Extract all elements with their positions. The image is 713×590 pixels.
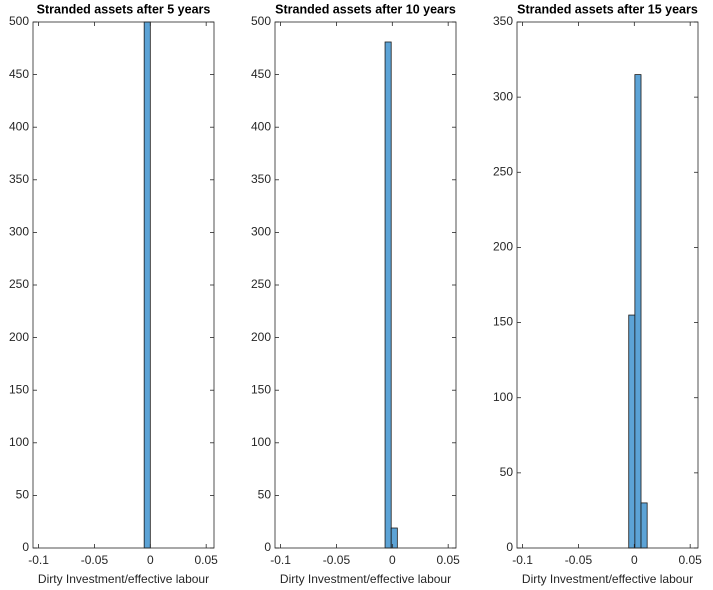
x-tick-label: 0 [147, 553, 154, 567]
y-tick-label: 500 [9, 14, 29, 28]
y-tick-label: 500 [251, 14, 271, 28]
y-tick-label: 350 [493, 14, 513, 28]
y-tick-label: 450 [251, 67, 271, 81]
x-tick-label: 0.05 [678, 553, 702, 567]
y-tick-label: 50 [16, 488, 30, 502]
y-tick-label: 0 [264, 540, 271, 554]
y-tick-label: 350 [9, 172, 29, 186]
y-tick-label: 100 [251, 435, 271, 449]
y-tick-label: 200 [9, 330, 29, 344]
y-tick-label: 100 [9, 435, 29, 449]
x-tick-label: -0.05 [323, 553, 351, 567]
x-tick-label: 0.05 [436, 553, 460, 567]
y-tick-label: 150 [493, 315, 513, 329]
y-tick-label: 200 [493, 240, 513, 254]
x-tick-label: 0 [389, 553, 396, 567]
x-tick-label: -0.05 [81, 553, 109, 567]
x-tick-label: -0.1 [512, 553, 533, 567]
y-tick-label: 350 [251, 172, 271, 186]
y-tick-label: 300 [251, 225, 271, 239]
x-tick-label: -0.05 [565, 553, 593, 567]
y-tick-label: 50 [500, 465, 514, 479]
x-axis-label: Dirty Investment/effective labour [522, 572, 693, 586]
x-tick-label: -0.1 [28, 553, 49, 567]
y-tick-label: 200 [251, 330, 271, 344]
y-tick-label: 400 [9, 119, 29, 133]
y-tick-label: 0 [22, 540, 29, 554]
axes-box [274, 21, 457, 549]
x-tick-label: 0 [631, 553, 638, 567]
y-tick-label: 100 [493, 390, 513, 404]
bar [640, 502, 648, 549]
bar [384, 41, 392, 549]
y-tick-label: 150 [9, 382, 29, 396]
y-tick-label: 0 [506, 540, 513, 554]
x-axis-label: Dirty Investment/effective labour [280, 572, 451, 586]
x-tick-label: -0.1 [270, 553, 291, 567]
y-tick-label: 150 [251, 382, 271, 396]
x-axis-label: Dirty Investment/effective labour [38, 572, 209, 586]
axes-box [516, 21, 699, 549]
x-tick-label: 0.05 [194, 553, 218, 567]
chart-title: Stranded assets after 5 years [37, 2, 211, 16]
bar [628, 314, 636, 549]
chart-title: Stranded assets after 15 years [517, 2, 698, 16]
y-tick-label: 50 [258, 488, 272, 502]
y-tick-label: 250 [493, 164, 513, 178]
chart-title: Stranded assets after 10 years [275, 2, 456, 16]
axes-box [32, 21, 215, 549]
y-tick-label: 250 [9, 277, 29, 291]
y-tick-label: 450 [9, 67, 29, 81]
y-tick-label: 400 [251, 119, 271, 133]
y-tick-label: 300 [9, 225, 29, 239]
bar [634, 74, 642, 549]
bar [143, 21, 151, 549]
y-tick-label: 300 [493, 89, 513, 103]
y-tick-label: 250 [251, 277, 271, 291]
